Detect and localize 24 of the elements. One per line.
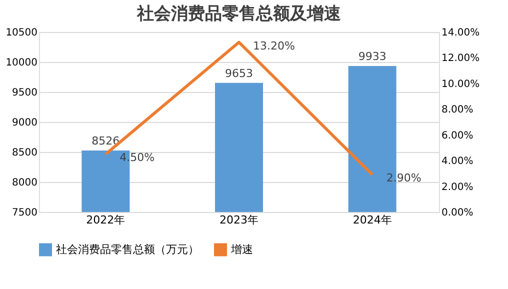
data-label: 9653 [225, 66, 253, 80]
y-tick-label: 7500 [12, 208, 38, 218]
data-label: 9933 [358, 50, 386, 64]
y-tick-label: 8000 [12, 178, 38, 188]
y2-tick-label: 0.00% [442, 208, 474, 218]
data-label: 13.20% [253, 39, 295, 52]
y2-tick-label: 14.00% [442, 28, 480, 38]
y-tick-label: 10500 [6, 28, 38, 38]
y-tick-label: 9500 [12, 88, 38, 98]
legend-label: 增速 [230, 242, 253, 256]
y-tick-label: 10000 [6, 58, 38, 68]
x-tick-label: 2023年 [220, 214, 258, 226]
y2-tick-label: 4.00% [442, 156, 474, 168]
y2-tick-label: 12.00% [442, 53, 480, 64]
y-tick-label: 8500 [12, 148, 38, 158]
y2-tick-label: 10.00% [442, 78, 480, 90]
y2-tick-label: 6.00% [442, 130, 474, 142]
legend-label: 社会消费品零售总额（万元） [56, 242, 199, 256]
chart-title: 社会消费品零售总额及增速 [136, 4, 341, 24]
x-tick-label: 2022年 [86, 214, 126, 226]
y2-tick-label: 2.00% [442, 182, 474, 193]
y-tick-label: 9000 [12, 118, 38, 128]
y2-tick-label: 8.00% [442, 104, 474, 116]
x-tick-label: 2024年 [352, 214, 392, 226]
